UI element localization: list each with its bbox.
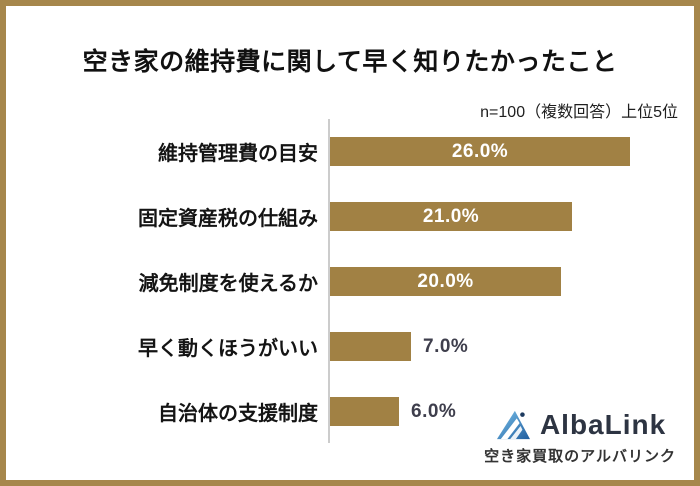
chart-row: 固定資産税の仕組み 21.0% — [6, 184, 694, 249]
bar-zone: 7.0% — [328, 332, 694, 361]
category-label: 減免制度を使えるか — [138, 273, 318, 295]
y-axis-line — [328, 119, 330, 443]
category-label: 固定資産税の仕組み — [138, 208, 318, 230]
sample-note: n=100（複数回答）上位5位 — [480, 104, 678, 121]
bar — [330, 397, 399, 426]
value-label: 21.0% — [422, 205, 480, 227]
category-label: 維持管理費の目安 — [158, 143, 318, 165]
bar: 21.0% — [330, 202, 572, 231]
chart-row: 減免制度を使えるか 20.0% — [6, 249, 694, 314]
category-label: 早く動くほうがいい — [138, 338, 318, 360]
bar — [330, 332, 411, 361]
albalink-logo-icon — [494, 408, 532, 442]
bar-zone: 21.0% — [328, 202, 694, 231]
logo-tagline: 空き家買取のアルバリンク — [484, 448, 676, 465]
value-label: 20.0% — [417, 270, 474, 292]
bar-zone: 20.0% — [328, 267, 694, 296]
logo-name: AlbaLink — [539, 409, 667, 440]
bar: 20.0% — [330, 267, 561, 296]
chart-row: 自治体の支援制度 6.0% — [6, 379, 694, 444]
company-logo: AlbaLink 空き家買取のアルバリンク — [484, 408, 676, 466]
bar: 26.0% — [330, 137, 630, 166]
bar-zone: 6.0% — [328, 397, 694, 426]
chart-row: 維持管理費の目安 26.0% — [6, 119, 694, 184]
value-label: 7.0% — [423, 335, 469, 357]
value-label: 6.0% — [411, 400, 457, 422]
value-label: 26.0% — [451, 140, 509, 162]
category-label: 自治体の支援制度 — [158, 403, 318, 425]
chart-row: 早く動くほうがいい 7.0% — [6, 314, 694, 379]
bar-chart: 維持管理費の目安 26.0% 固定資産税の仕組み 21.0% 減免制度を使えるか 20.0… — [6, 119, 694, 444]
chart-title: 空き家の維持費に関して早く知りたかったこと — [82, 48, 618, 76]
bar-zone: 26.0% — [328, 137, 694, 166]
